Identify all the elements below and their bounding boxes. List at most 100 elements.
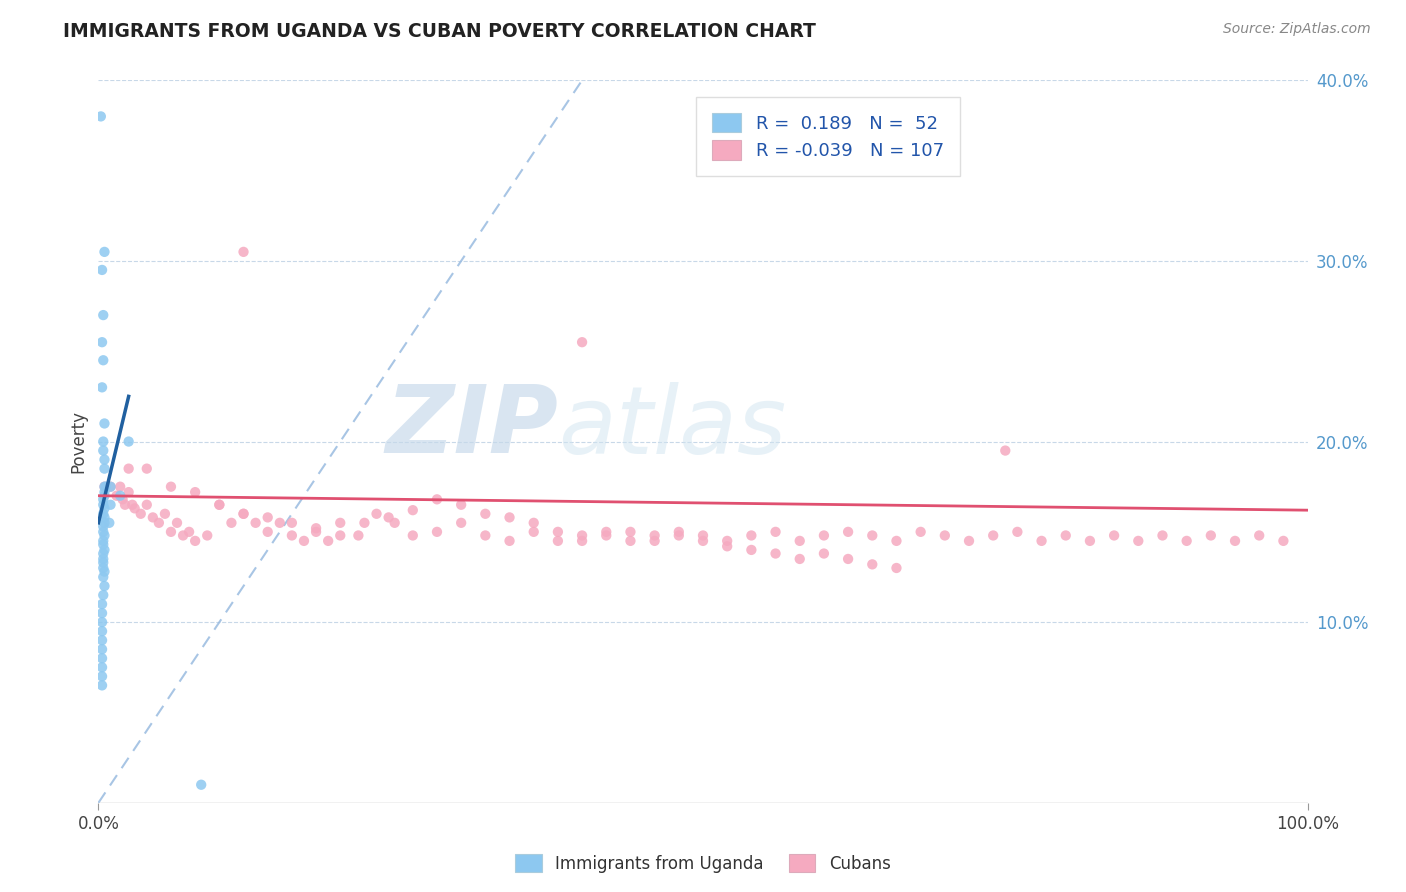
Legend: Immigrants from Uganda, Cubans: Immigrants from Uganda, Cubans (509, 847, 897, 880)
Point (91, 561, 114, 575)
Point (93, 480, 115, 494)
Point (886, 561, 908, 575)
Point (98, 516, 121, 530)
Point (692, 533, 714, 548)
Point (91, 597, 114, 611)
Point (402, 503, 425, 517)
Point (402, 528, 425, 542)
Point (1223, 533, 1246, 548)
Point (91, 308, 114, 322)
Point (934, 528, 956, 542)
Point (108, 480, 131, 494)
Point (498, 533, 520, 548)
Point (595, 524, 617, 539)
Point (232, 507, 254, 521)
Point (305, 524, 328, 539)
Point (377, 510, 399, 524)
Point (153, 507, 176, 521)
Point (118, 461, 141, 475)
Point (93, 528, 115, 542)
Point (93, 417, 115, 431)
Point (595, 528, 617, 542)
Y-axis label: Poverty: Poverty (69, 410, 87, 473)
Point (1031, 533, 1053, 548)
Point (160, 524, 183, 539)
Point (91, 434, 114, 449)
Point (1152, 528, 1174, 542)
Point (91, 552, 114, 566)
Text: IMMIGRANTS FROM UGANDA VS CUBAN POVERTY CORRELATION CHART: IMMIGRANTS FROM UGANDA VS CUBAN POVERTY … (63, 22, 815, 41)
Point (619, 533, 641, 548)
Point (195, 528, 218, 542)
Point (994, 443, 1017, 458)
Text: atlas: atlas (558, 382, 786, 473)
Point (221, 516, 243, 530)
Point (910, 524, 932, 539)
Point (329, 516, 352, 530)
Point (316, 533, 339, 548)
Point (91, 556, 114, 570)
Point (91, 443, 114, 458)
Point (118, 485, 141, 500)
Point (118, 434, 141, 449)
Point (692, 528, 714, 542)
Point (668, 524, 690, 539)
Point (93, 579, 115, 593)
Point (91, 615, 114, 630)
Point (571, 335, 593, 350)
Point (384, 516, 406, 530)
Point (108, 489, 131, 503)
Point (91, 570, 114, 584)
Point (789, 533, 811, 548)
Point (426, 524, 449, 539)
Point (91, 606, 114, 620)
Point (91, 380, 114, 394)
Point (281, 516, 304, 530)
Point (100, 480, 122, 494)
Point (837, 524, 859, 539)
Point (91, 678, 114, 692)
Point (142, 510, 165, 524)
Point (91, 498, 114, 512)
Point (91, 651, 114, 665)
Point (740, 528, 762, 542)
Text: Source: ZipAtlas.com: Source: ZipAtlas.com (1223, 22, 1371, 37)
Point (93, 542, 115, 557)
Point (93, 516, 115, 530)
Legend: R =  0.189   N =  52, R = -0.039   N = 107: R = 0.189 N = 52, R = -0.039 N = 107 (696, 96, 960, 176)
Point (256, 524, 278, 539)
Point (129, 507, 152, 521)
Point (571, 528, 593, 542)
Point (1199, 528, 1222, 542)
Point (1054, 528, 1077, 542)
Point (1175, 533, 1198, 548)
Point (1102, 528, 1125, 542)
Point (474, 507, 496, 521)
Point (160, 480, 183, 494)
Point (184, 533, 207, 548)
Point (94, 480, 117, 494)
Point (91, 642, 114, 657)
Point (91, 547, 114, 561)
Point (232, 507, 254, 521)
Point (93, 501, 115, 516)
Point (91, 353, 114, 368)
Point (208, 498, 231, 512)
Point (498, 510, 520, 524)
Point (91, 519, 114, 533)
Point (813, 547, 835, 561)
Point (571, 533, 593, 548)
Point (91, 335, 114, 350)
Point (668, 528, 690, 542)
Point (91, 524, 114, 539)
Point (256, 510, 278, 524)
Point (91, 669, 114, 683)
Point (981, 528, 1004, 542)
Point (292, 533, 315, 548)
Point (93, 480, 115, 494)
Point (957, 533, 980, 548)
Point (245, 516, 267, 530)
Point (329, 528, 352, 542)
Point (91, 624, 114, 639)
Point (166, 516, 188, 530)
